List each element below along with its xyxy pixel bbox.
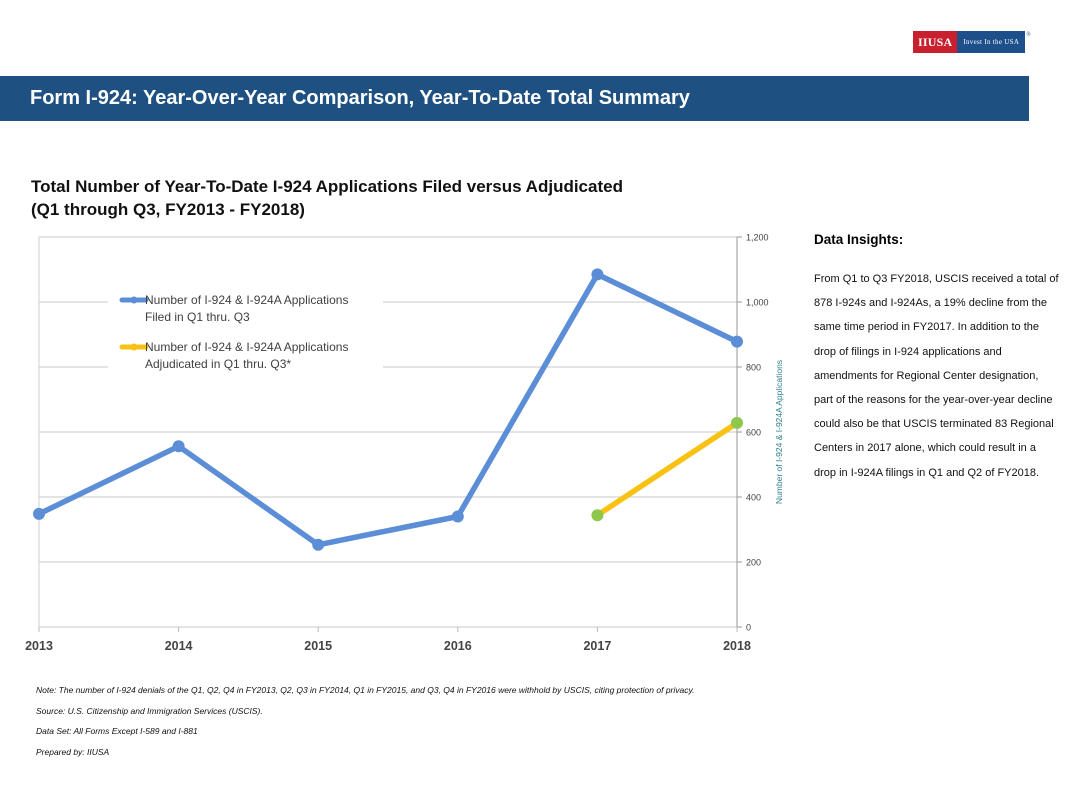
legend-background (108, 288, 383, 378)
logo-tagline: Invest In the USA (957, 31, 1026, 53)
legend-label-2: Number of I-924 & I-924A Applications (145, 340, 348, 354)
banner-title: Form I-924: Year-Over-Year Comparison, Y… (30, 87, 690, 109)
y-axis-title: Number of I-924 & I-924A Applications (774, 360, 784, 504)
y-tick-label: 1,200 (746, 233, 769, 243)
logo-registered-mark: ® (1026, 32, 1031, 38)
legend-label-2: Adjudicated in Q1 thru. Q3* (145, 357, 291, 371)
legend-label-1: Number of I-924 & I-924A Applications (145, 293, 348, 307)
legend-swatch-marker-1 (130, 296, 138, 304)
legend-label-1: Filed in Q1 thru. Q3 (145, 310, 250, 324)
x-tick-label: 2013 (25, 639, 53, 653)
data-point-series-1 (33, 507, 45, 520)
data-point-series-1 (591, 268, 604, 281)
data-point-series-1 (731, 335, 743, 348)
iiusa-logo: IIUSA Invest In the USA ® (913, 31, 1031, 53)
x-tick-label: 2016 (444, 639, 472, 653)
legend-swatch-marker-2 (130, 343, 138, 351)
x-tick-label: 2018 (723, 639, 751, 653)
insights-heading: Data Insights: (814, 232, 904, 247)
series-line-2 (594, 420, 740, 518)
x-tick-label: 2015 (304, 639, 332, 653)
y-tick-label: 400 (746, 493, 761, 503)
logo-mark: IIUSA (913, 31, 958, 53)
data-point-series-1 (312, 538, 325, 551)
data-point-series-2 (731, 416, 743, 429)
title-banner: Form I-924: Year-Over-Year Comparison, Y… (0, 76, 1029, 121)
y-tick-label: 0 (746, 623, 751, 633)
data-point-series-2 (591, 509, 604, 522)
y-tick-label: 1,000 (746, 298, 769, 308)
y-tick-label: 600 (746, 428, 761, 438)
data-point-series-1 (172, 440, 185, 453)
chart-heading: Total Number of Year-To-Date I-924 Appli… (31, 175, 623, 221)
series-line-1 (36, 271, 740, 548)
data-point-series-1 (451, 510, 464, 523)
x-tick-label: 2017 (583, 639, 611, 653)
dataset-note: Data Set: All Forms Except I-589 and I-8… (36, 726, 198, 736)
chart-heading-line2: (Q1 through Q3, FY2013 - FY2018) (31, 200, 305, 219)
y-tick-label: 200 (746, 558, 761, 568)
y-tick-label: 800 (746, 363, 761, 373)
chart-heading-line1: Total Number of Year-To-Date I-924 Appli… (31, 177, 623, 196)
data-insights-panel: Data Insights: From Q1 to Q3 FY2018, USC… (814, 232, 1059, 485)
x-tick-label: 2014 (165, 639, 193, 653)
prepared-by-note: Prepared by: IIUSA (36, 746, 110, 757)
footnotes: Note: The number of I-924 denials of the… (36, 685, 694, 767)
source-note: Source: U.S. Citizenship and Immigration… (36, 705, 263, 716)
privacy-note: Note: The number of I-924 denials of the… (36, 685, 695, 695)
line-chart: 0 200 400 600 800 1,000 1,200 2013 2014 2015 2016 2… (25, 233, 784, 654)
insights-body: From Q1 to Q3 FY2018, USCIS received a t… (814, 273, 1059, 479)
